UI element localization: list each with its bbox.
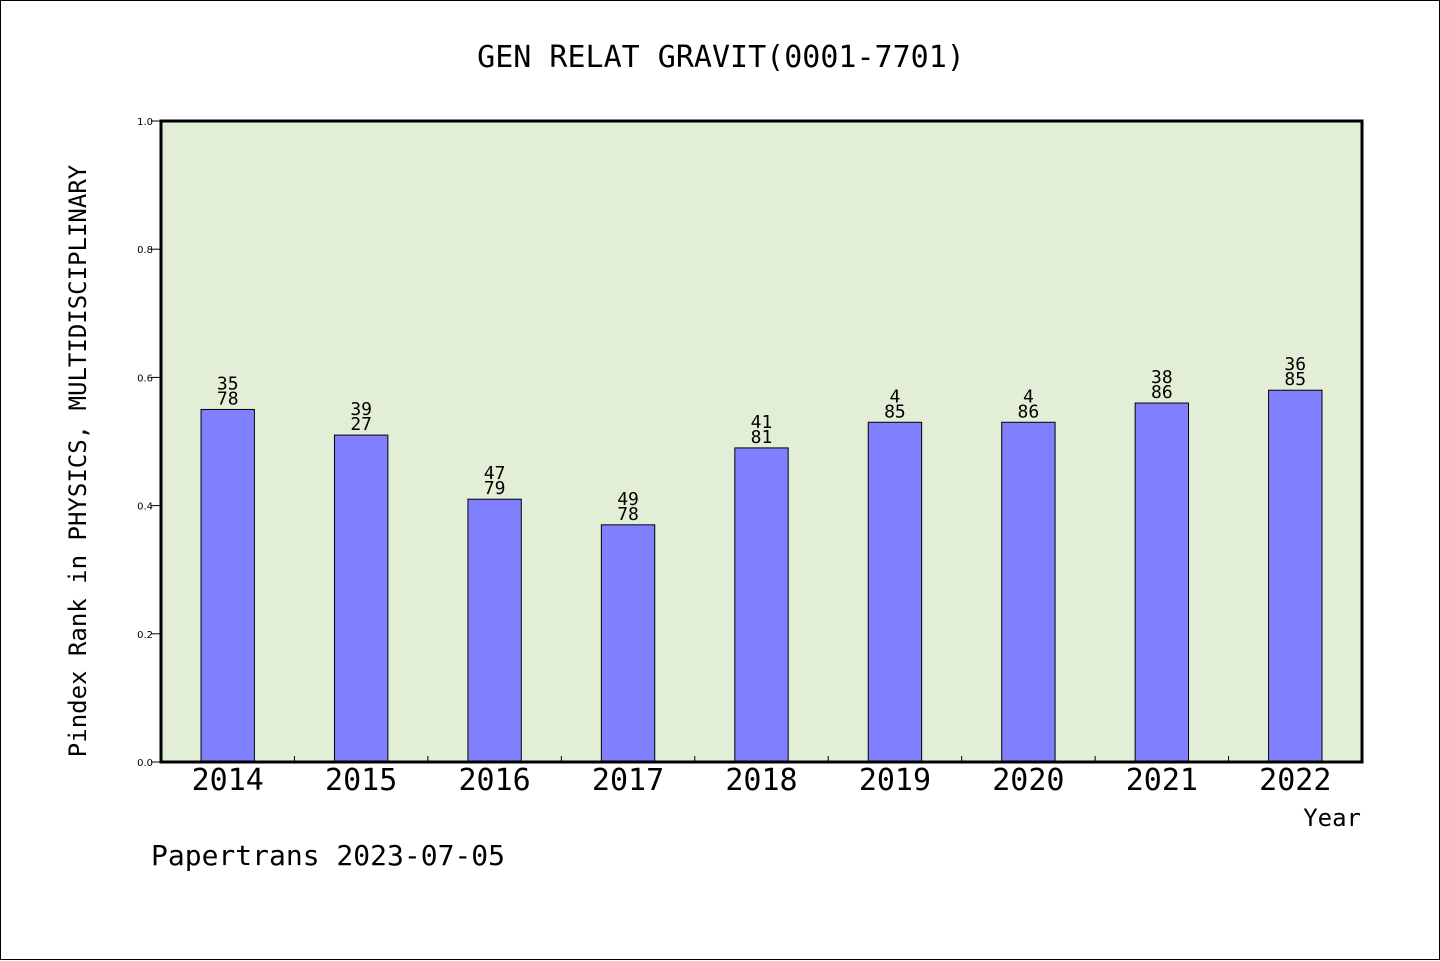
y-tick-label: 0.8 bbox=[137, 245, 153, 256]
x-axis-label: Year bbox=[1303, 804, 1361, 832]
footer-credit: Papertrans 2023-07-05 bbox=[151, 839, 505, 872]
bar-2016 bbox=[467, 498, 522, 763]
bar-2020 bbox=[1001, 421, 1056, 763]
x-tick-label: 2022 bbox=[1259, 763, 1331, 798]
bar-2021 bbox=[1134, 402, 1190, 763]
bar-label-bottom: 85 bbox=[1284, 369, 1306, 390]
y-tick-label: 0.2 bbox=[137, 630, 153, 641]
y-tick-label: 0.4 bbox=[137, 502, 153, 513]
bar-label-bottom: 27 bbox=[350, 414, 372, 435]
x-tick-label: 2016 bbox=[458, 763, 530, 798]
bars bbox=[200, 389, 1323, 763]
x-tick-label: 2021 bbox=[1126, 763, 1198, 798]
bar-label-top: 47 bbox=[484, 463, 506, 484]
bar-2015 bbox=[333, 434, 389, 763]
bar-label-top: 4 bbox=[890, 386, 901, 407]
x-tick-label: 2017 bbox=[592, 763, 664, 798]
bar-label-bottom: 86 bbox=[1151, 382, 1173, 403]
plot-border bbox=[159, 119, 1364, 764]
bar-2022 bbox=[1268, 389, 1323, 763]
bar-label-bottom: 86 bbox=[1018, 401, 1040, 422]
bar-2018 bbox=[734, 447, 789, 763]
x-tick-label: 2015 bbox=[325, 763, 397, 798]
x-tick-label: 2018 bbox=[725, 763, 797, 798]
y-tick-label: 0.0 bbox=[137, 758, 153, 769]
bar-label-bottom: 79 bbox=[484, 478, 506, 499]
bar-2017 bbox=[600, 524, 656, 763]
y-tick-label: 1.0 bbox=[137, 117, 153, 128]
y-axis-ticks: 0.0 0.2 0.4 0.6 0.8 1.0 bbox=[137, 117, 161, 769]
y-axis-label: Pindex Rank in PHYSICS, MULTIDISCIPLINAR… bbox=[64, 164, 92, 757]
x-tick-label: 2019 bbox=[859, 763, 931, 798]
bar-2019 bbox=[867, 421, 923, 763]
bar-label-top: 35 bbox=[217, 373, 239, 394]
bar-label-bottom: 78 bbox=[617, 504, 639, 525]
bar-label-top: 36 bbox=[1284, 354, 1306, 375]
bar-label-bottom: 81 bbox=[751, 427, 773, 448]
bar-label-top: 41 bbox=[751, 412, 773, 433]
x-tick-label: 2020 bbox=[992, 763, 1064, 798]
bar-label-top: 39 bbox=[350, 399, 372, 420]
bar-label-top: 38 bbox=[1151, 367, 1173, 388]
x-tick-label: 2014 bbox=[192, 763, 264, 798]
bar-label-top: 4 bbox=[1023, 386, 1034, 407]
bar-label-bottom: 78 bbox=[217, 388, 239, 409]
bar-2014 bbox=[200, 408, 255, 763]
chart-title: GEN RELAT GRAVIT(0001-7701) bbox=[477, 40, 965, 75]
bar-label-top: 49 bbox=[617, 489, 639, 510]
y-tick-label: 0.6 bbox=[137, 373, 153, 384]
x-axis-ticks: 2014 2015 2016 2017 2018 2019 2020 2021 2022 bbox=[192, 756, 1331, 798]
bar-label-bottom: 85 bbox=[884, 401, 906, 422]
